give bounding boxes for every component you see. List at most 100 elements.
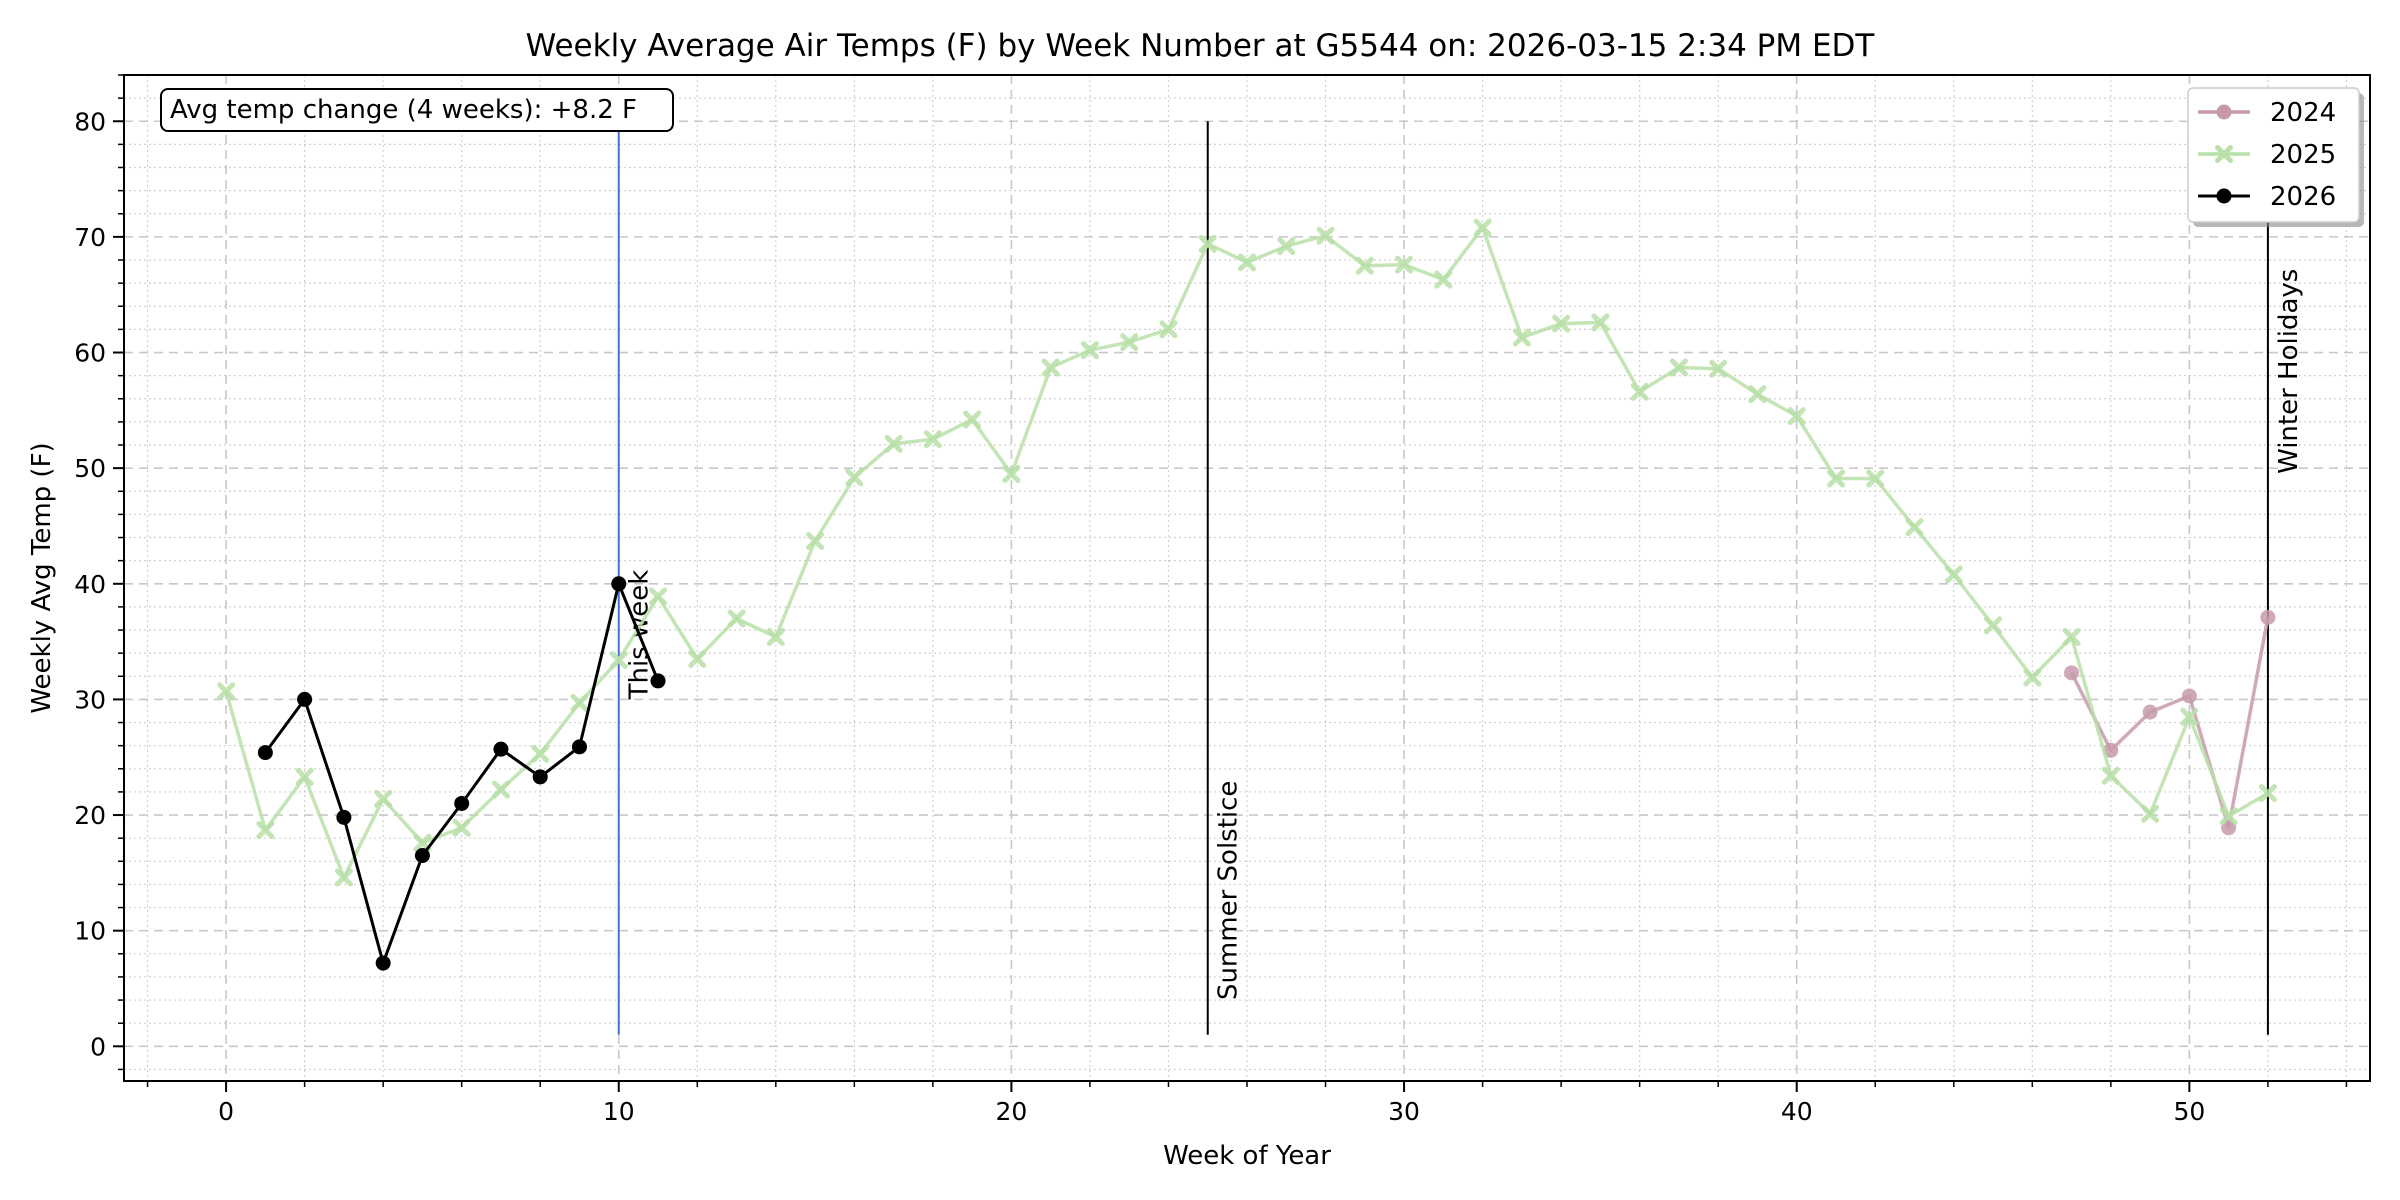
legend-marker-2024 xyxy=(2216,104,2232,120)
data-point-2026 xyxy=(532,769,548,785)
legend-label-2026: 2026 xyxy=(2270,182,2336,212)
legend-label-2025: 2025 xyxy=(2270,140,2336,170)
data-point-2025 xyxy=(1826,469,1845,488)
data-point-2025 xyxy=(1591,313,1610,332)
series-2025 xyxy=(217,218,2277,887)
y-tick-label: 30 xyxy=(74,685,106,714)
data-point-2025 xyxy=(1080,341,1099,360)
data-point-2025 xyxy=(2180,707,2199,726)
data-point-2026 xyxy=(297,691,313,707)
x-tick-label: 50 xyxy=(2173,1097,2205,1126)
data-point-2025 xyxy=(649,587,668,606)
data-point-2025 xyxy=(1552,314,1571,333)
winter-holidays-label: Winter Holidays xyxy=(2274,269,2304,474)
data-point-2026 xyxy=(336,809,352,825)
series-2026 xyxy=(257,576,666,971)
data-point-2025 xyxy=(845,468,864,487)
data-point-2025 xyxy=(2101,766,2120,785)
data-point-2024 xyxy=(2181,688,2197,704)
data-point-2026 xyxy=(257,745,273,761)
data-point-2024 xyxy=(2260,609,2276,625)
data-point-2025 xyxy=(1984,616,2003,635)
data-point-2025 xyxy=(1473,218,1492,237)
data-point-2025 xyxy=(1159,320,1178,339)
legend: 2024 2025 2026 xyxy=(2187,87,2364,227)
data-point-2025 xyxy=(452,818,471,837)
legend-marker-2026 xyxy=(2216,188,2232,204)
x-tick-label: 40 xyxy=(1781,1097,1813,1126)
y-tick-label: 10 xyxy=(74,917,106,946)
data-point-2025 xyxy=(334,868,353,887)
series-2024 xyxy=(2064,609,2276,836)
data-point-2025 xyxy=(1355,256,1374,275)
data-point-2025 xyxy=(2141,804,2160,823)
data-point-2026 xyxy=(611,576,627,592)
series-group xyxy=(217,218,2277,971)
data-point-2025 xyxy=(884,434,903,453)
data-point-2025 xyxy=(1709,359,1728,378)
x-axis-label: Week of Year xyxy=(1163,1141,1331,1171)
y-tick-label: 0 xyxy=(90,1032,106,1061)
data-point-2025 xyxy=(688,649,707,668)
data-point-2026 xyxy=(493,741,509,757)
y-tick-label: 20 xyxy=(74,801,106,830)
data-point-2025 xyxy=(1238,253,1256,272)
data-point-2025 xyxy=(491,780,510,799)
data-point-2025 xyxy=(1316,226,1335,245)
data-point-2025 xyxy=(295,767,314,786)
data-point-2025 xyxy=(1669,358,1688,377)
data-point-2024 xyxy=(2142,704,2158,720)
annotation-frame xyxy=(160,88,674,132)
summer-solstice-label: Summer Solstice xyxy=(1214,781,1244,1000)
data-point-2025 xyxy=(1002,464,1021,483)
data-point-2026 xyxy=(414,848,430,864)
x-tick-label: 20 xyxy=(995,1097,1027,1126)
data-point-2025 xyxy=(1748,385,1767,404)
data-point-2024 xyxy=(2064,665,2080,681)
data-point-2025 xyxy=(531,744,550,763)
y-tick-label: 60 xyxy=(74,339,106,368)
data-point-2025 xyxy=(923,430,942,449)
data-point-2025 xyxy=(374,789,393,808)
annotation-box: Avg temp change (4 weeks): +8.2 F xyxy=(160,88,674,132)
data-point-2025 xyxy=(1120,333,1139,352)
x-tick-label: 10 xyxy=(603,1097,635,1126)
data-point-2025 xyxy=(1198,234,1217,253)
data-point-2025 xyxy=(413,833,432,852)
data-point-2025 xyxy=(1277,237,1296,256)
data-point-2025 xyxy=(766,627,785,646)
data-point-2025 xyxy=(1434,270,1453,289)
x-tick-label: 30 xyxy=(1388,1097,1420,1126)
data-point-2024 xyxy=(2103,742,2119,758)
data-point-2025 xyxy=(217,682,236,701)
y-tick-label: 50 xyxy=(74,454,106,483)
data-point-2025 xyxy=(1944,565,1963,584)
data-point-2025 xyxy=(1395,255,1414,274)
series-line-2024 xyxy=(2070,616,2270,830)
data-point-2025 xyxy=(1866,469,1885,488)
data-point-2025 xyxy=(256,821,275,840)
y-axis-label: Weekly Avg Temp (F) xyxy=(27,442,57,713)
data-point-2025 xyxy=(2062,627,2081,646)
x-tick-label: 0 xyxy=(218,1097,234,1126)
data-point-2026 xyxy=(375,955,391,971)
data-point-2025 xyxy=(2023,668,2042,687)
data-point-2025 xyxy=(2258,784,2277,803)
data-point-2025 xyxy=(1041,358,1060,377)
data-point-2025 xyxy=(727,609,746,628)
data-point-2025 xyxy=(1630,382,1649,401)
chart-title: Weekly Average Air Temps (F) by Week Num… xyxy=(526,28,1876,64)
data-point-2025 xyxy=(609,651,628,670)
legend-frame xyxy=(2187,87,2360,223)
legend-marker-2025 xyxy=(2215,145,2233,163)
y-tick-label: 40 xyxy=(74,570,106,599)
legend-label-2024: 2024 xyxy=(2270,98,2336,128)
data-point-2026 xyxy=(650,673,666,689)
axis-ticks: 0 10 20 30 40 50 0 10 20 30 40 50 60 70 80 xyxy=(74,74,2348,1126)
data-point-2024 xyxy=(2221,820,2237,836)
y-tick-label: 80 xyxy=(74,107,106,136)
data-point-2025 xyxy=(1905,518,1924,537)
data-point-2025 xyxy=(570,693,589,712)
